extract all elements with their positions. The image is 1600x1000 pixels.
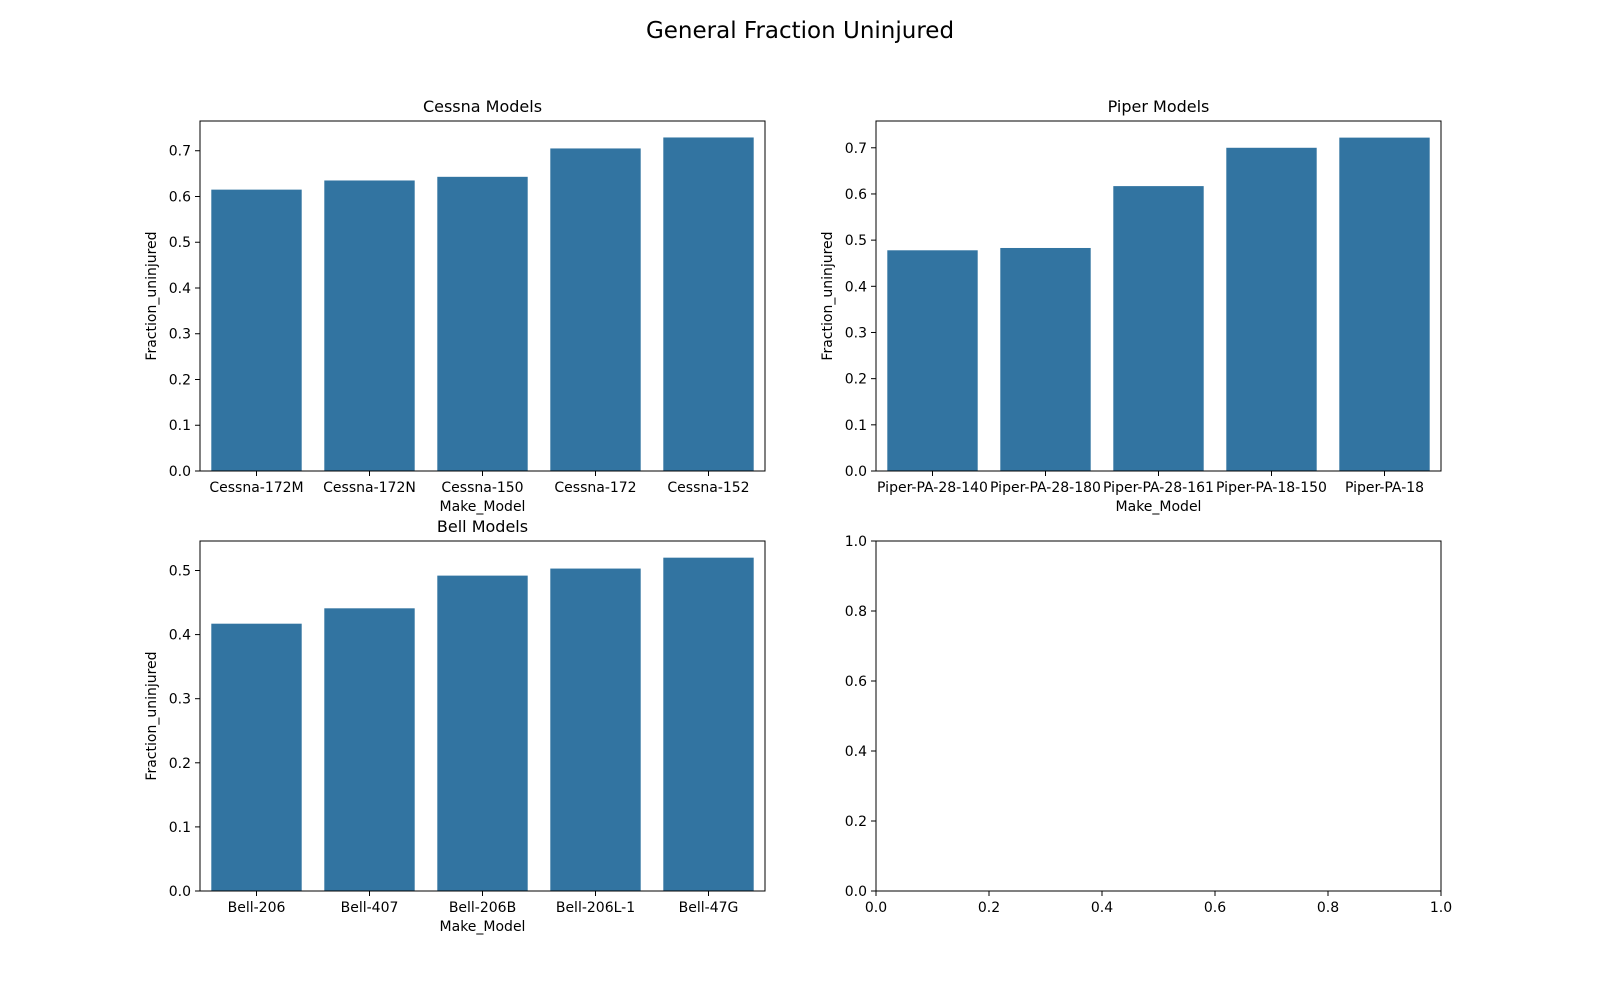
y-axis-label: Fraction_uninjured	[820, 231, 836, 360]
y-tick-label: 0.1	[845, 418, 867, 434]
y-tick-label: 0.8	[845, 604, 867, 620]
x-tick-label: 1.0	[1430, 900, 1452, 916]
bar	[1113, 186, 1204, 472]
x-tick-label: 0.0	[865, 900, 887, 916]
y-tick-label: 0.6	[169, 189, 191, 205]
x-tick-label: 0.4	[1091, 900, 1113, 916]
y-tick-label: 0.2	[169, 372, 191, 388]
bar	[663, 557, 754, 891]
x-tick-label: Piper-PA-28-180	[990, 480, 1101, 496]
y-tick-label: 0.7	[845, 141, 867, 157]
y-tick-label: 0.0	[845, 884, 867, 900]
x-tick-label: 0.2	[978, 900, 1000, 916]
y-tick-label: 0.4	[169, 628, 191, 644]
bar	[550, 568, 641, 891]
axes-frame	[199, 120, 766, 472]
y-tick-label: 0.0	[845, 464, 867, 480]
x-tick-label: Bell-407	[341, 900, 399, 916]
x-tick-label: Bell-206L-1	[556, 900, 635, 916]
y-tick-label: 1.0	[845, 534, 867, 550]
bar	[437, 176, 528, 471]
x-tick-label: Piper-PA-28-140	[877, 480, 988, 496]
bar	[1000, 247, 1091, 471]
y-tick-label: 0.4	[169, 281, 191, 297]
subplot-title: Piper Models	[1108, 97, 1210, 116]
bar	[437, 575, 528, 891]
subplot-4: 0.0 0.2 0.4 0.6 0.8 1.0 0.0 0.2 0.4 0.6 0.8 1.0	[845, 534, 1452, 916]
y-tick-label: 0.3	[169, 327, 191, 343]
subplots: Cessna-172M Cessna-172N Cessna-150 Cessna-1…	[144, 97, 1452, 935]
y-tick-label: 0.3	[169, 692, 191, 708]
y-tick-label: 0.0	[169, 464, 191, 480]
bar	[211, 623, 302, 891]
x-tick-label: Bell-206	[228, 900, 286, 916]
x-tick-label: Piper-PA-18	[1345, 480, 1424, 496]
x-axis-label: Make_Model	[1116, 499, 1202, 515]
bar	[324, 180, 415, 472]
y-tick-label: 0.4	[845, 279, 867, 295]
y-tick-label: 0.0	[169, 884, 191, 900]
y-tick-label: 0.4	[845, 744, 867, 760]
y-tick-label: 0.1	[169, 820, 191, 836]
y-axis-label: Fraction_uninjured	[144, 651, 160, 780]
x-axis-label: Make_Model	[440, 919, 526, 935]
axes-frame	[199, 540, 766, 892]
bar	[1226, 147, 1317, 471]
x-tick-label: Cessna-152	[667, 480, 749, 496]
figure-title: General Fraction Uninjured	[646, 18, 954, 44]
x-tick-label: Bell-206B	[449, 900, 516, 916]
y-axis-label: Fraction_uninjured	[144, 231, 160, 360]
y-tick-label: 0.6	[845, 674, 867, 690]
x-tick-label: Piper-PA-18-150	[1216, 480, 1327, 496]
bar	[550, 148, 641, 471]
subplot-3: Bell-206 Bell-407 Bell-206B Bell-206L-1 Bell…	[144, 517, 766, 935]
x-tick-label: Cessna-172N	[323, 480, 416, 496]
y-tick-label: 0.5	[169, 235, 191, 251]
y-tick-label: 0.1	[169, 418, 191, 434]
bar	[887, 250, 978, 471]
bar	[1339, 137, 1430, 471]
x-tick-label: 0.6	[1204, 900, 1226, 916]
x-axis-label: Make_Model	[440, 499, 526, 515]
x-tick-label: Piper-PA-28-161	[1103, 480, 1214, 496]
subplot-title: Bell Models	[437, 517, 528, 536]
bar	[663, 137, 754, 471]
y-tick-label: 0.6	[845, 187, 867, 203]
y-tick-label: 0.7	[169, 144, 191, 160]
bar	[324, 608, 415, 891]
axes-frame	[875, 540, 1442, 892]
y-tick-label: 0.2	[845, 814, 867, 830]
x-tick-label: 0.8	[1317, 900, 1339, 916]
x-tick-label: Bell-47G	[679, 900, 739, 916]
y-tick-label: 0.5	[845, 233, 867, 249]
x-tick-label: Cessna-172	[554, 480, 636, 496]
subplot-2: Piper-PA-28-140 Piper-PA-28-180 Piper-PA-2…	[820, 97, 1442, 515]
subplot-1: Cessna-172M Cessna-172N Cessna-150 Cessna-1…	[144, 97, 766, 515]
y-tick-label: 0.2	[845, 372, 867, 388]
x-tick-label: Cessna-172M	[209, 480, 303, 496]
bar	[211, 189, 302, 471]
y-tick-label: 0.5	[169, 563, 191, 579]
axes-frame	[875, 120, 1442, 472]
x-tick-label: Cessna-150	[441, 480, 523, 496]
y-tick-label: 0.3	[845, 325, 867, 341]
y-tick-label: 0.2	[169, 756, 191, 772]
subplot-title: Cessna Models	[423, 97, 542, 116]
